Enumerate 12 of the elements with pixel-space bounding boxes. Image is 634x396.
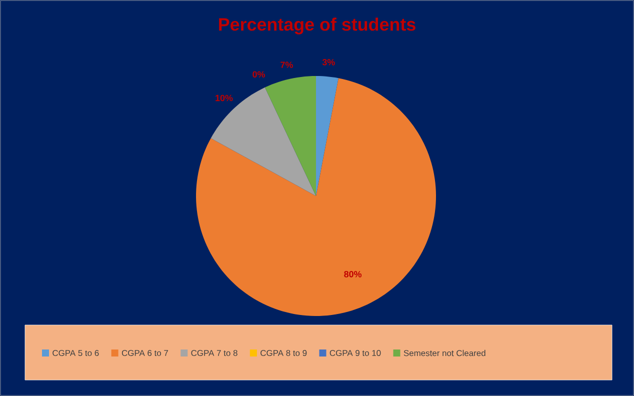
legend-label: CGPA 9 to 10: [330, 350, 381, 356]
legend-label: Semester not Cleared: [404, 350, 486, 356]
legend-label: CGPA 6 to 7: [122, 350, 168, 356]
data-label: 10%: [216, 94, 233, 102]
chart-title: Percentage of students: [219, 18, 416, 34]
data-label: 7%: [280, 62, 293, 68]
data-label: 80%: [344, 270, 362, 278]
data-label: 3%: [322, 59, 335, 66]
legend-label: CGPA 7 to 8: [191, 350, 238, 356]
text: 0%: [252, 71, 266, 78]
legend-label: CGPA 5 to 6: [52, 350, 99, 356]
legend-label: CGPA 8 to 9: [260, 350, 307, 356]
